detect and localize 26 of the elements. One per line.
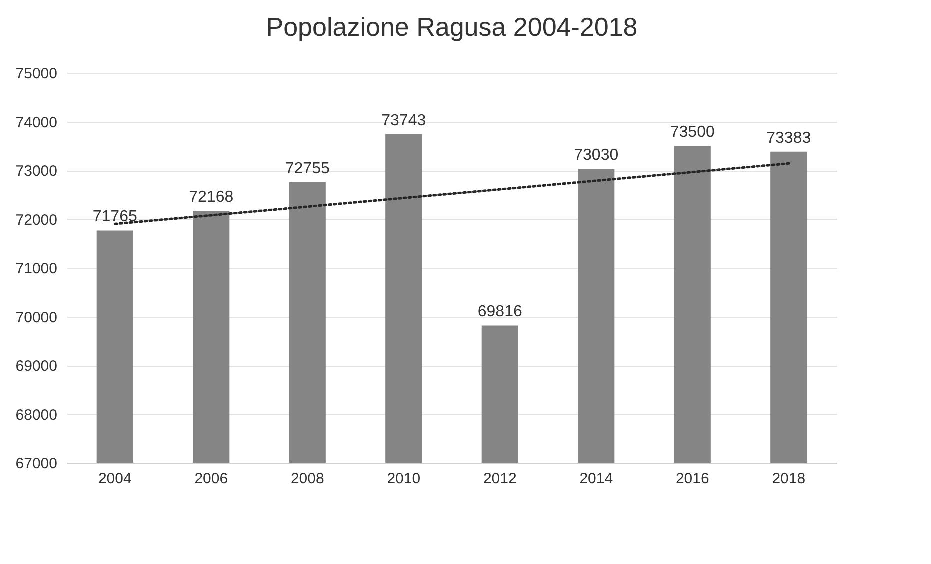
x-tick-label: 2006 xyxy=(194,470,228,488)
y-tick-label: 70000 xyxy=(16,309,58,326)
data-label: 73030 xyxy=(574,147,619,164)
data-label: 72755 xyxy=(285,160,330,178)
x-tick-label: 2012 xyxy=(483,470,517,488)
data-label: 69816 xyxy=(478,304,522,321)
y-tick-label: 74000 xyxy=(16,114,58,132)
chart-title: Popolazione Ragusa 2004-2018 xyxy=(266,12,638,42)
x-tick-label: 2016 xyxy=(676,470,710,488)
x-tick-label: 2004 xyxy=(98,470,132,488)
x-tick-label: 2014 xyxy=(580,470,614,488)
y-tick-label: 73000 xyxy=(16,163,58,180)
y-tick-label: 68000 xyxy=(16,406,58,424)
y-tick-label: 69000 xyxy=(16,358,58,375)
y-tick-label: 72000 xyxy=(16,212,58,229)
y-tick-label: 75000 xyxy=(16,66,58,82)
data-label: 73383 xyxy=(766,130,812,147)
data-label: 73500 xyxy=(670,124,715,142)
x-tick-label: 2008 xyxy=(290,470,324,488)
x-tick-label: 2010 xyxy=(387,470,421,488)
data-label: 73743 xyxy=(382,112,426,130)
y-tick-label: 67000 xyxy=(16,456,58,472)
data-label: 71765 xyxy=(92,208,138,226)
data-label: 72168 xyxy=(189,189,234,206)
x-tick-label: 2018 xyxy=(772,470,806,488)
y-tick-label: 71000 xyxy=(16,260,58,278)
